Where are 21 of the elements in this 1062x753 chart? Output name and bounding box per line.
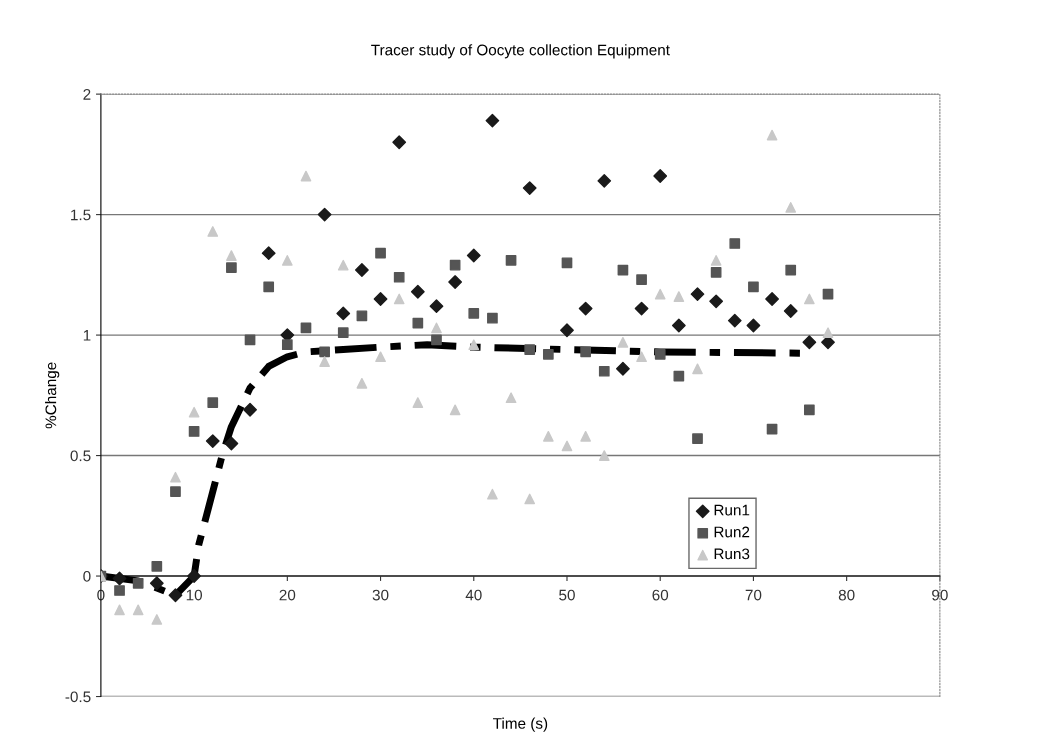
y-tick-label: 1.5 bbox=[71, 209, 91, 221]
y-tick-label: 1 bbox=[83, 330, 91, 341]
legend-label: Run3 bbox=[714, 548, 750, 560]
x-tick-label: 80 bbox=[838, 589, 855, 601]
y-tick-label: -0.5 bbox=[65, 691, 91, 703]
chart-title: Tracer study of Oocyte collection Equipment bbox=[371, 44, 670, 59]
x-tick-label: 60 bbox=[652, 589, 669, 601]
x-tick-label: 20 bbox=[279, 589, 296, 601]
x-tick-label: 30 bbox=[372, 589, 389, 601]
x-tick-label: 70 bbox=[745, 589, 762, 601]
y-tick-label: 0 bbox=[83, 570, 91, 582]
x-tick-label: 90 bbox=[932, 589, 948, 601]
x-tick-label: 50 bbox=[559, 589, 575, 601]
y-tick-label: 0.5 bbox=[70, 450, 91, 462]
x-axis-title: Time (s) bbox=[493, 717, 548, 732]
legend-label: Run2 bbox=[714, 526, 750, 538]
legend-label: Run1 bbox=[714, 504, 750, 516]
y-axis-title: %Change bbox=[45, 362, 60, 429]
y-tick-label: 2 bbox=[83, 88, 91, 100]
x-tick-label: 40 bbox=[465, 589, 482, 601]
x-tick-label: 10 bbox=[186, 589, 203, 601]
